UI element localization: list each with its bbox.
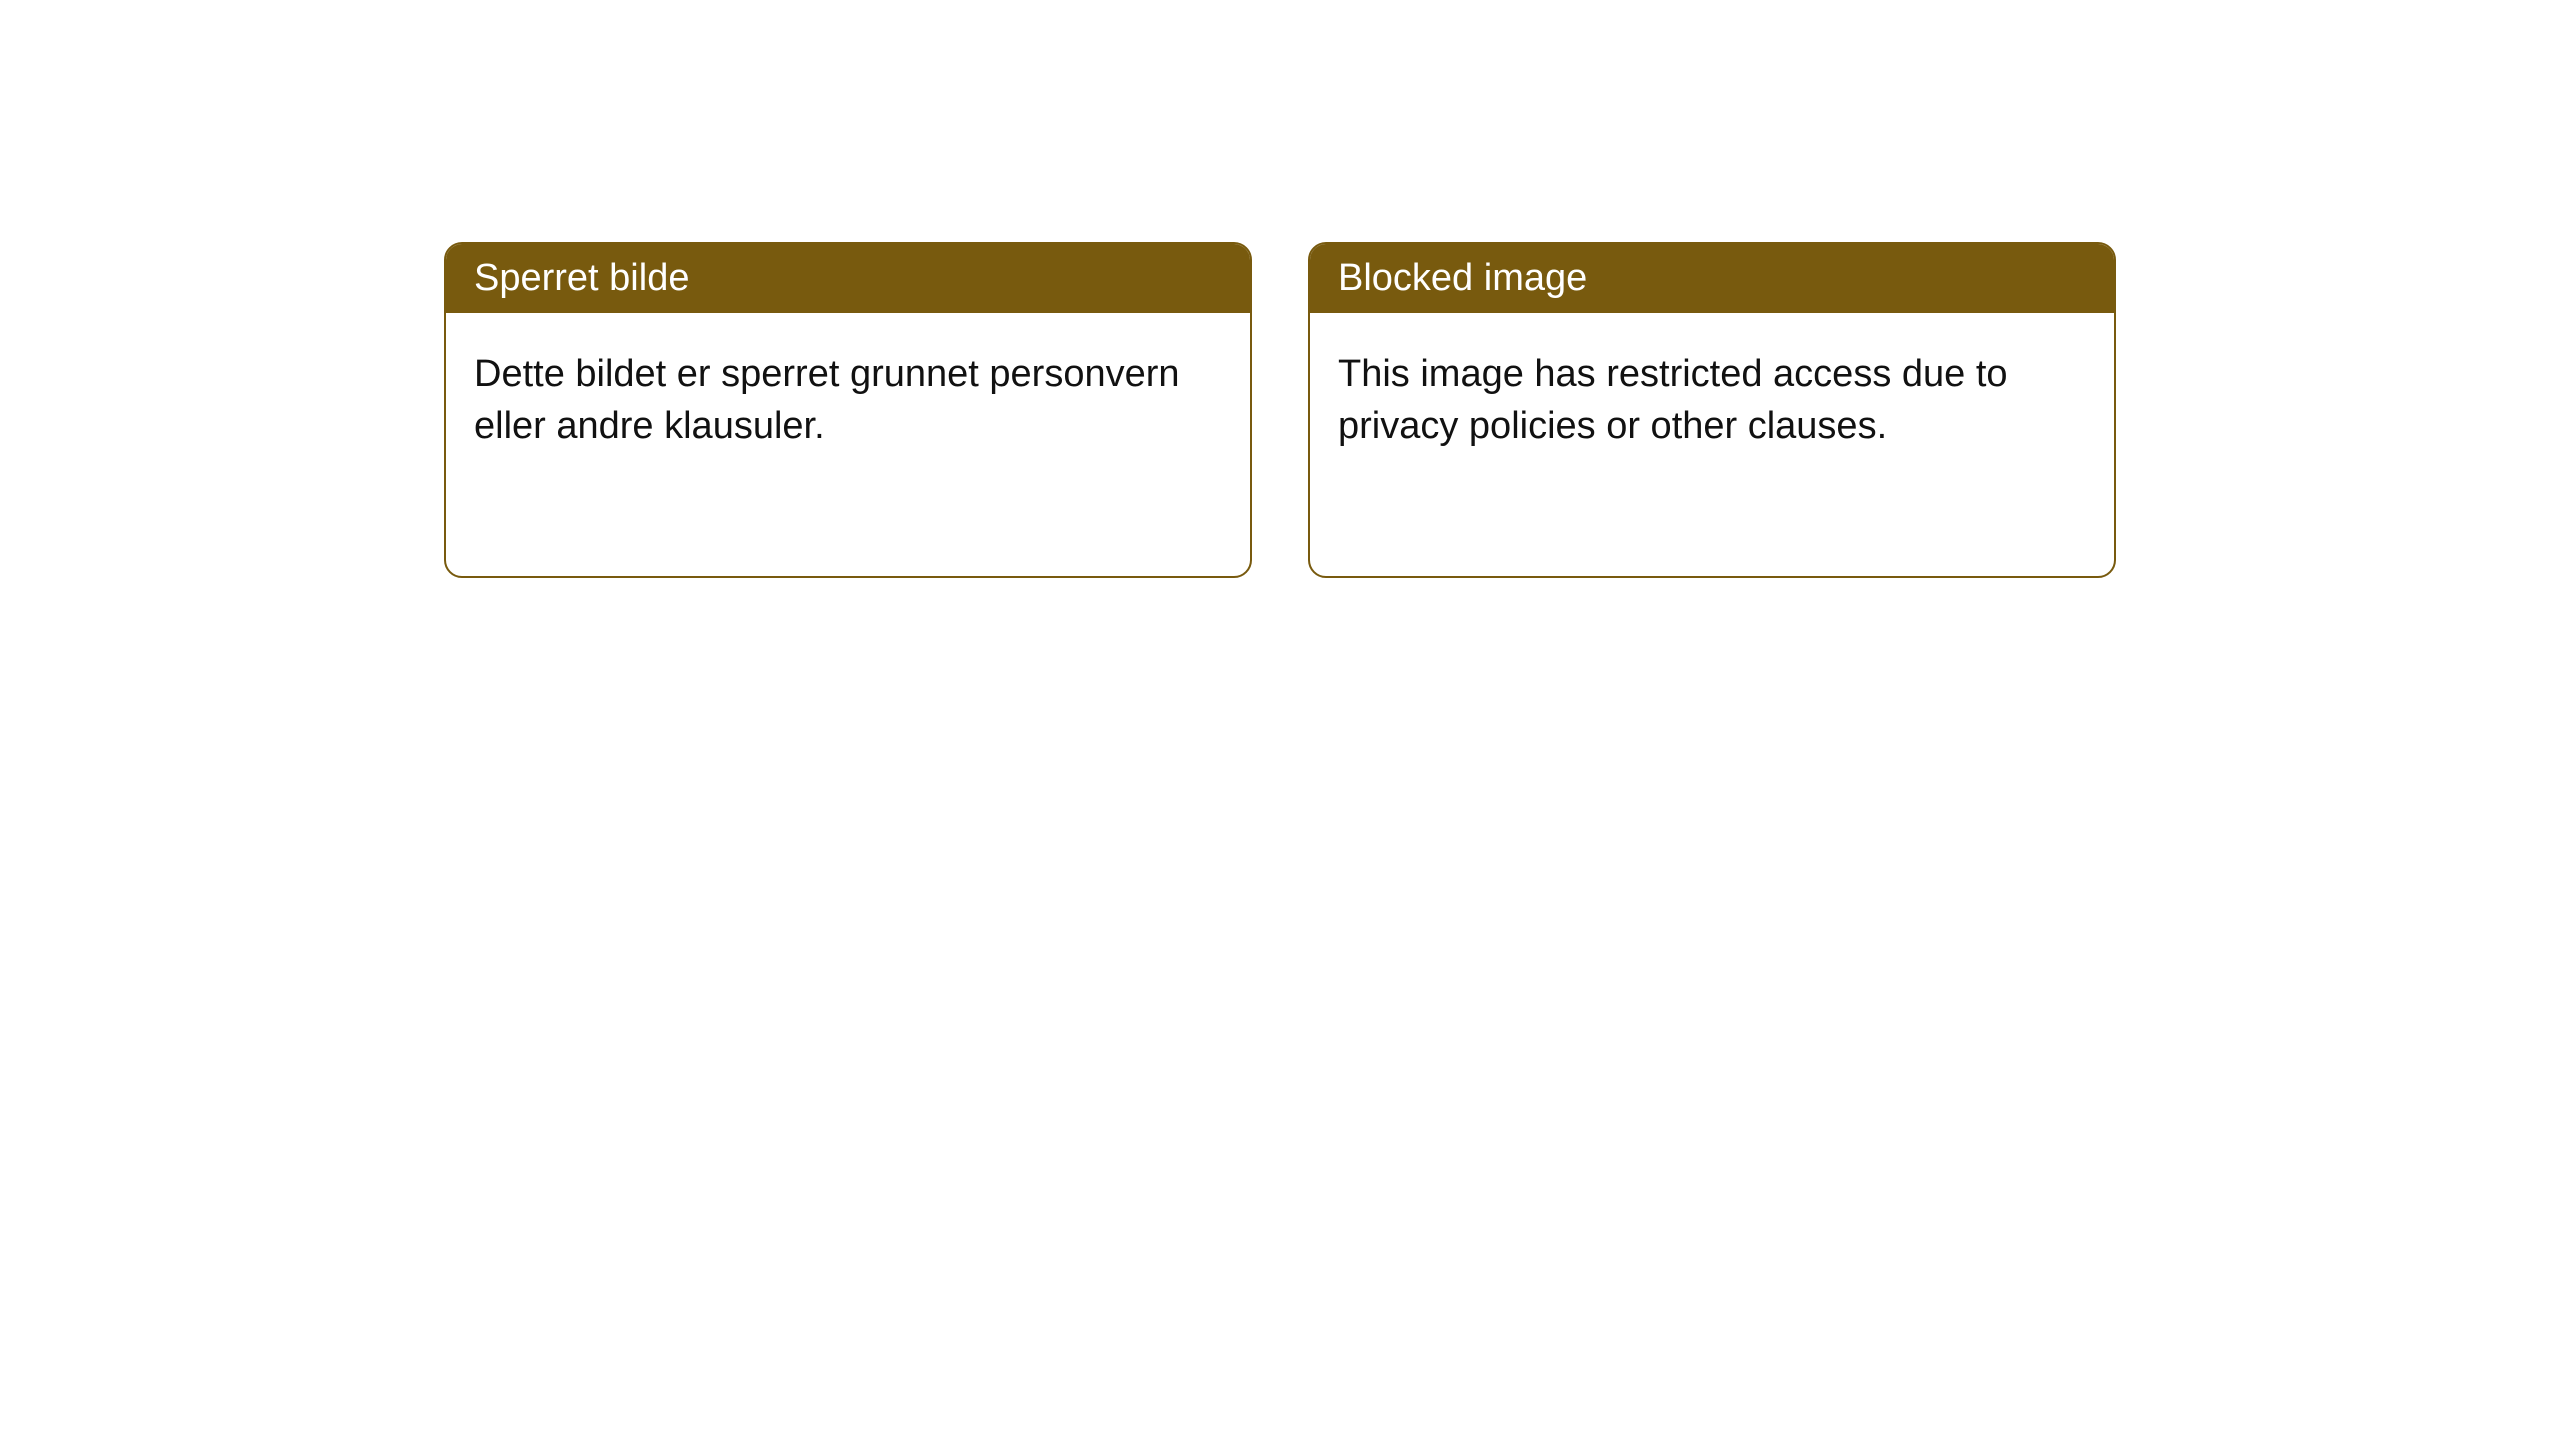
card-body-text: Dette bildet er sperret grunnet personve… xyxy=(474,353,1180,446)
card-body: Dette bildet er sperret grunnet personve… xyxy=(446,313,1250,488)
cards-container: Sperret bilde Dette bildet er sperret gr… xyxy=(444,242,2116,578)
info-card-norwegian: Sperret bilde Dette bildet er sperret gr… xyxy=(444,242,1252,578)
card-header: Sperret bilde xyxy=(446,244,1250,313)
card-body: This image has restricted access due to … xyxy=(1310,313,2114,488)
card-title: Sperret bilde xyxy=(474,257,689,299)
card-header: Blocked image xyxy=(1310,244,2114,313)
card-body-text: This image has restricted access due to … xyxy=(1338,353,2008,446)
card-title: Blocked image xyxy=(1338,257,1587,299)
info-card-english: Blocked image This image has restricted … xyxy=(1308,242,2116,578)
